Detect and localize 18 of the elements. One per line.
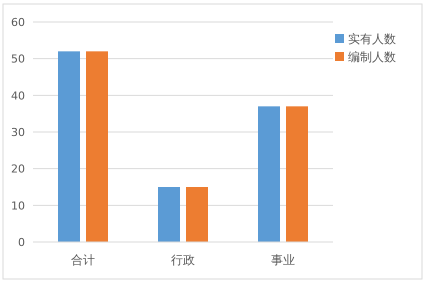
y-tick-label: 30 — [11, 126, 25, 139]
y-tick-label: 50 — [11, 52, 25, 66]
y-tick-label: 40 — [11, 89, 25, 102]
bar — [58, 51, 80, 242]
bar — [286, 106, 308, 242]
x-tick-label: 事业 — [271, 253, 295, 267]
y-tick-label: 20 — [11, 162, 25, 176]
legend-label: 实有人数 — [348, 32, 396, 46]
y-tick-label: 60 — [11, 16, 25, 29]
bar — [158, 187, 180, 242]
x-tick-label: 合计 — [71, 253, 95, 267]
x-tick-label: 行政 — [171, 253, 195, 267]
bar — [86, 51, 108, 242]
bar — [258, 106, 280, 242]
bar — [186, 187, 208, 242]
y-tick-label: 10 — [11, 199, 25, 212]
y-tick-label: 0 — [18, 236, 25, 249]
legend-label: 编制人数 — [348, 50, 396, 64]
